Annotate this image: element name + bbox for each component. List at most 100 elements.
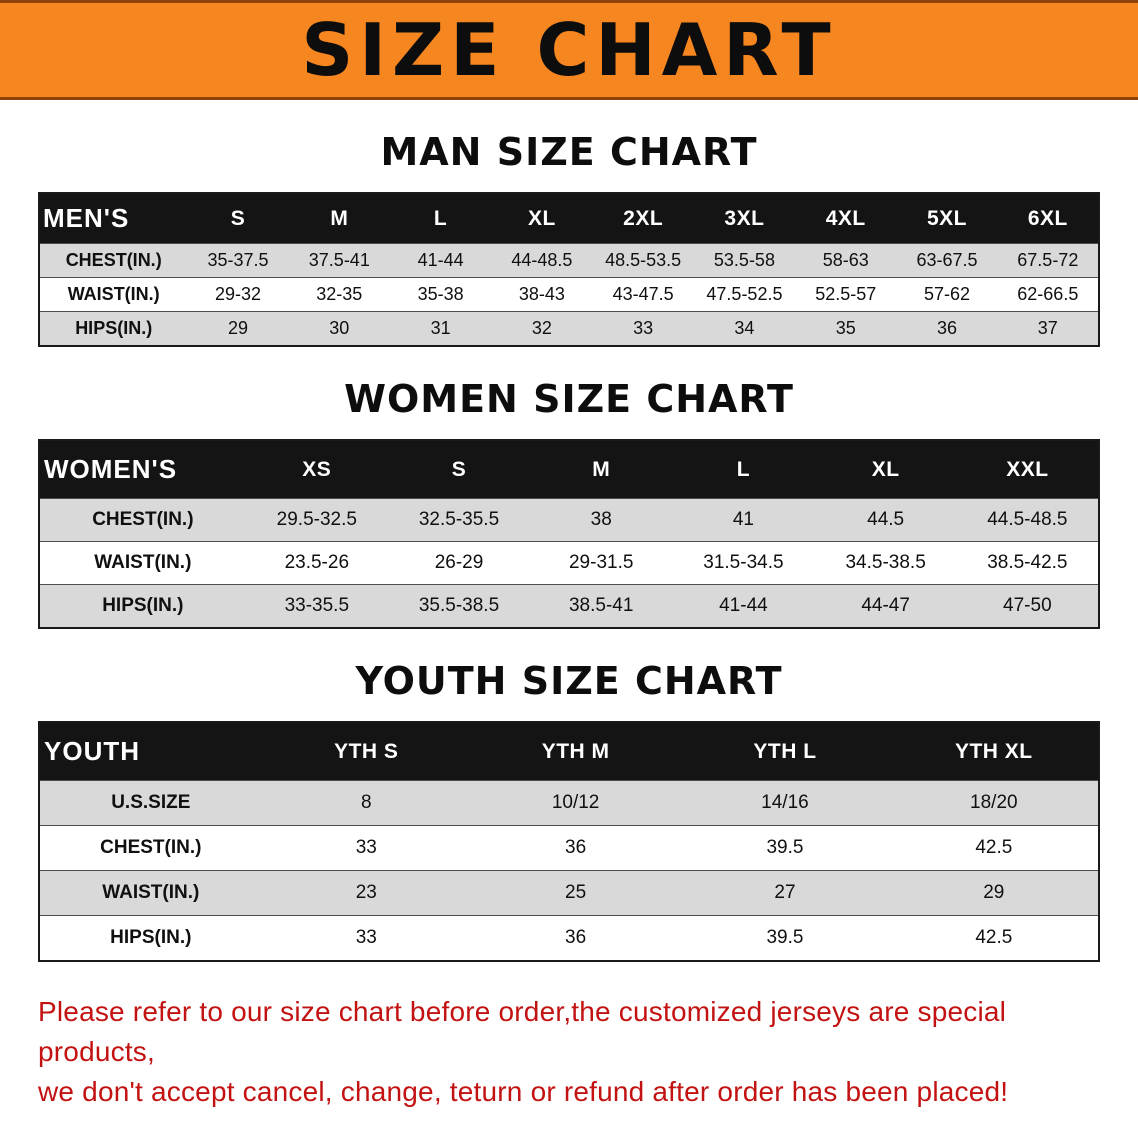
column-header: YTH XL [889,722,1099,781]
header-row: YOUTH YTH S YTH M YTH L YTH XL [39,722,1099,781]
value-cell: 62-66.5 [1017,284,1079,304]
value-cell: 39.5 [766,927,804,948]
column-header: XL [491,193,593,244]
women-size-table: WOMEN'S XS S M L XL XXL CHEST(IN.) 29.5-32.5 32.5… [38,439,1100,629]
value-cell: 39.5 [766,837,804,858]
column-header: M [530,440,673,499]
column-header: YTH S [261,722,471,781]
table-row: U.S.SIZE 8 10/12 14/16 18/20 [39,780,1099,826]
value-cell: 32-35 [316,284,363,304]
column-header: S [187,193,289,244]
women-size-chart-heading: WOMEN SIZE CHART [344,377,794,421]
header-row: WOMEN'S XS S M L XL XXL [39,440,1099,499]
row-label: HIPS(IN.) [110,927,192,948]
row-label: HIPS(IN.) [102,595,184,616]
column-header: XL [814,440,957,499]
value-cell: 38.5-42.5 [987,552,1068,573]
column-header: L [672,440,815,499]
value-cell: 29 [228,318,249,338]
value-cell: 26-29 [434,552,484,573]
value-cell: 31 [430,318,451,338]
table-row: CHEST(IN.) 29.5-32.5 32.5-35.5 38 41 44.5 44.5… [39,498,1099,542]
women-section: WOMEN SIZE CHART WOMEN'S XS S M L XL XXL CHEST(… [38,377,1100,629]
value-cell: 36 [565,927,587,948]
size-table: MEN'S S M L XL 2XL 3XL 4XL 5XL 6XL CHEST(IN.) 35-37… [38,192,1100,347]
row-label: U.S.SIZE [111,792,191,813]
column-header: L [389,193,492,244]
value-cell: 23 [355,882,377,903]
men-size-table: MEN'S S M L XL 2XL 3XL 4XL 5XL 6XL CHEST(IN.) 35-37… [38,192,1100,347]
value-cell: 29 [983,882,1005,903]
value-cell: 31.5-34.5 [703,552,784,573]
value-cell: 38 [590,509,612,530]
value-cell: 48.5-53.5 [605,250,682,270]
value-cell: 34.5-38.5 [845,552,926,573]
row-label: CHEST(IN.) [65,250,162,270]
value-cell: 35 [835,318,856,338]
value-cell: 58-63 [822,250,869,270]
value-cell: 44-48.5 [511,250,573,270]
value-cell: 27 [774,882,796,903]
value-cell: 35-38 [417,284,464,304]
column-header: M [288,193,390,244]
value-cell: 63-67.5 [916,250,978,270]
table-row: WAIST(IN.) 23.5-26 26-29 29-31.5 31.5-34.5 34… [39,541,1099,585]
size-table: WOMEN'S XS S M L XL XXL CHEST(IN.) 29.5-32.5 32.5… [38,439,1100,629]
value-cell: 23.5-26 [284,552,350,573]
table-row: HIPS(IN.) 33 36 39.5 42.5 [39,915,1099,961]
value-cell: 52.5-57 [815,284,877,304]
value-cell: 37.5-41 [308,250,370,270]
value-cell: 35-37.5 [207,250,269,270]
order-policy-notice-line1: Please refer to our size chart before or… [38,996,1007,1067]
value-cell: 29-31.5 [568,552,634,573]
column-header: 4XL [795,193,897,244]
column-header: XXL [956,440,1099,499]
column-header: 2XL [592,193,694,244]
value-cell: 38-43 [518,284,565,304]
table-title-cell: MEN'S [39,193,188,244]
value-cell: 42.5 [975,837,1013,858]
value-cell: 32.5-35.5 [418,509,500,530]
value-cell: 57-62 [923,284,971,304]
value-cell: 44.5 [867,509,905,530]
order-policy-notice-line2: we don't accept cancel, change, teturn o… [38,1075,1009,1107]
value-cell: 47-50 [1003,595,1052,616]
value-cell: 44-47 [861,595,910,616]
header-row: MEN'S S M L XL 2XL 3XL 4XL 5XL 6XL [39,193,1099,244]
value-cell: 67.5-72 [1017,250,1079,270]
size-table: YOUTH YTH S YTH M YTH L YTH XL U.S.SIZE 8 10/12… [38,721,1100,962]
row-label: WAIST(IN.) [94,552,192,573]
content: MAN SIZE CHART MEN'S S M L XL 2XL 3XL 4XL 5XL 6XL… [0,130,1138,1111]
column-header: YTH L [680,722,890,781]
page-title: SIZE CHART [301,8,837,92]
table-row: CHEST(IN.) 33 36 39.5 42.5 [39,825,1099,871]
column-header: YTH M [470,722,681,781]
value-cell: 33 [355,837,377,858]
man-size-chart-heading: MAN SIZE CHART [380,130,758,174]
table-row: CHEST(IN.) 35-37.5 37.5-41 41-44 44-48.5 48.5… [39,243,1099,278]
value-cell: 41 [732,509,754,530]
value-cell: 35.5-38.5 [418,595,500,616]
value-cell: 42.5 [975,927,1013,948]
table-row: WAIST(IN.) 29-32 32-35 35-38 38-43 43-47.5 47.… [39,277,1099,312]
value-cell: 43-47.5 [612,284,674,304]
value-cell: 8 [360,792,372,813]
table-title-cell: WOMEN'S [39,440,246,499]
value-cell: 41-44 [719,595,768,616]
value-cell: 14/16 [761,792,809,813]
column-header: 6XL [997,193,1099,244]
men-section: MAN SIZE CHART MEN'S S M L XL 2XL 3XL 4XL 5XL 6XL… [38,130,1100,347]
value-cell: 18/20 [970,792,1018,813]
column-header: XS [245,440,388,499]
row-label: CHEST(IN.) [92,509,194,530]
value-cell: 10/12 [551,792,600,813]
value-cell: 29.5-32.5 [276,509,357,530]
column-header: 5XL [896,193,998,244]
row-label: WAIST(IN.) [102,882,200,903]
youth-size-chart-heading: YOUTH SIZE CHART [355,659,783,703]
youth-section: YOUTH SIZE CHART YOUTH YTH S YTH M YTH L YTH… [38,659,1100,962]
row-label: HIPS(IN.) [75,318,153,338]
table-row: HIPS(IN.) 29 30 31 32 33 34 35 36 37 [39,311,1099,346]
table-row: WAIST(IN.) 23 25 27 29 [39,870,1099,916]
